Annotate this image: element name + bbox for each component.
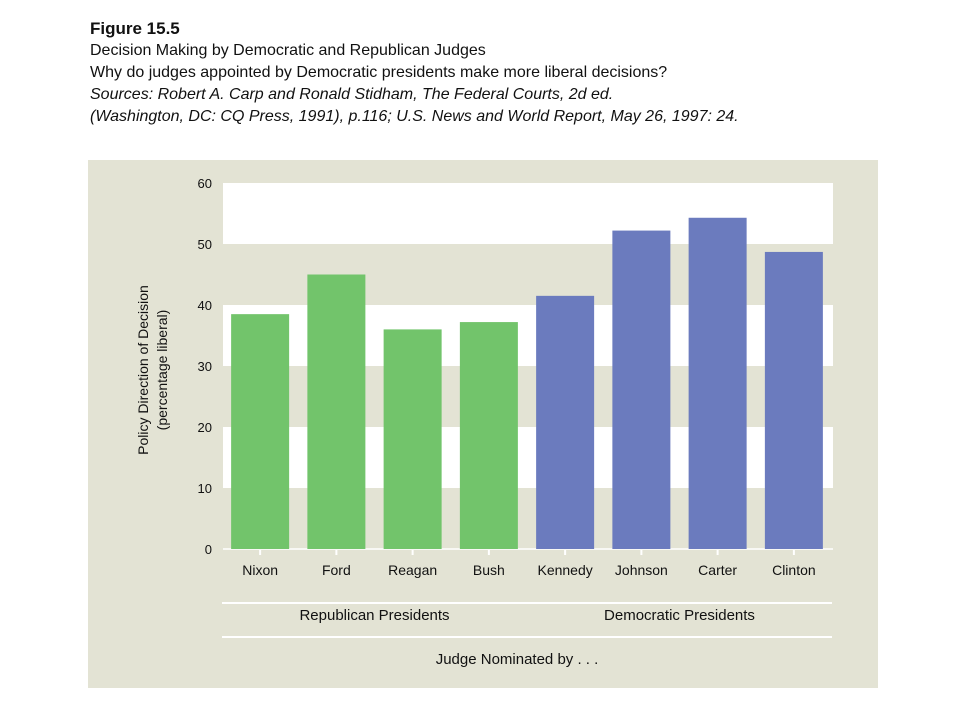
y-axis-title-line2: (percentage liberal) — [154, 310, 170, 431]
bars — [231, 217, 823, 549]
figure-label: Figure 15.5 — [90, 19, 180, 38]
figure-question: Why do judges appointed by Democratic pr… — [90, 64, 668, 81]
x-tick-label-nixon: Nixon — [242, 562, 278, 578]
bar-ford — [307, 274, 366, 549]
group-label-republican: Republican Presidents — [299, 607, 449, 624]
x-tick-label-kennedy: Kennedy — [537, 562, 592, 578]
x-tick-label-ford: Ford — [322, 562, 351, 578]
y-tick-label: 50 — [198, 237, 212, 252]
bar-bush — [459, 322, 518, 549]
y-tick-label: 20 — [198, 420, 212, 435]
chart-panel: 0 10 20 30 40 50 60 Nixon Ford Reagan Bush Kennedy… — [88, 160, 878, 688]
figure-title: Decision Making by Democratic and Republ… — [90, 42, 486, 59]
x-tick-label-reagan: Reagan — [388, 562, 437, 578]
sources-line-1: Sources: Robert A. Carp and Ronald Stidh… — [90, 86, 614, 103]
bar-nixon — [231, 314, 290, 549]
x-axis-title: Judge Nominated by . . . — [436, 651, 599, 668]
sources-line-2: (Washington, DC: CQ Press, 1991), p.116;… — [90, 108, 739, 125]
group-label-democratic: Democratic Presidents — [604, 607, 755, 624]
x-tick-label-clinton: Clinton — [772, 562, 816, 578]
y-axis-title-line1: Policy Direction of Decision — [135, 285, 151, 455]
y-tick-label: 60 — [198, 176, 212, 191]
bar-reagan — [383, 329, 442, 549]
y-axis-ticks: 0 10 20 30 40 50 60 — [198, 176, 212, 557]
y-tick-label: 30 — [198, 359, 212, 374]
y-tick-label: 0 — [205, 542, 212, 557]
x-axis-labels: Nixon Ford Reagan Bush Kennedy Johnson Carter C… — [242, 550, 816, 578]
bar-johnson — [612, 230, 671, 549]
x-tick-label-johnson: Johnson — [615, 562, 668, 578]
bar-clinton — [764, 251, 823, 549]
figure-header: Figure 15.5 Decision Making by Democrati… — [90, 18, 950, 128]
x-tick-label-carter: Carter — [698, 562, 737, 578]
bar-kennedy — [536, 295, 595, 549]
bar-chart: 0 10 20 30 40 50 60 Nixon Ford Reagan Bush Kennedy… — [135, 176, 833, 668]
bar-carter — [688, 217, 747, 549]
x-tick-label-bush: Bush — [473, 562, 505, 578]
y-tick-label: 10 — [198, 481, 212, 496]
y-tick-label: 40 — [198, 298, 212, 313]
